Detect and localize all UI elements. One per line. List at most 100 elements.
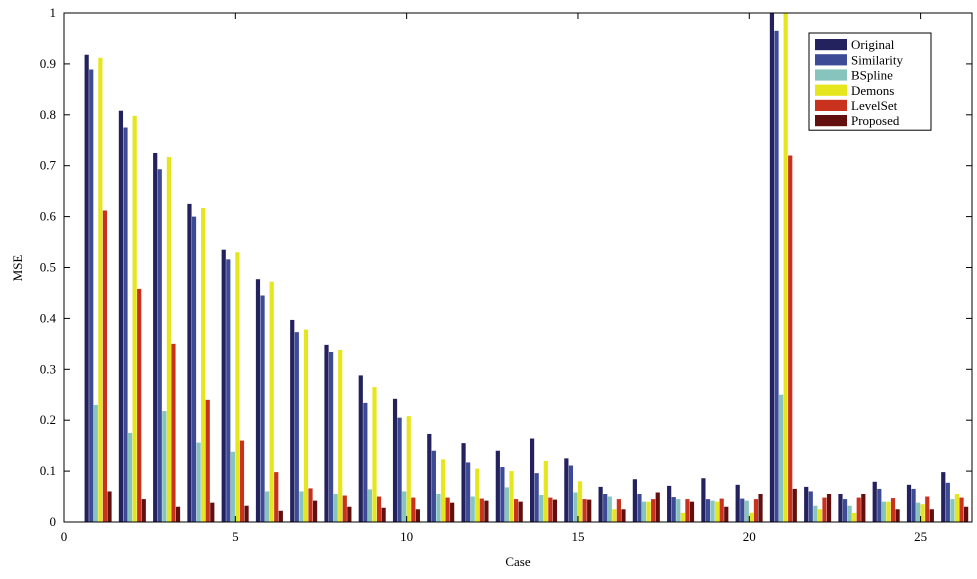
- bar-bspline-case-21: [778, 394, 784, 522]
- bar-original-case-22: [804, 486, 809, 522]
- bar-similarity-case-2: [123, 127, 128, 523]
- bar-proposed-case-17: [655, 492, 660, 522]
- bar-similarity-case-20: [740, 498, 745, 522]
- bar-demons-case-14: [543, 460, 548, 522]
- bar-proposed-case-25: [929, 509, 934, 522]
- bar-proposed-case-24: [895, 509, 900, 522]
- bar-similarity-case-16: [603, 494, 608, 522]
- bar-proposed-case-16: [621, 509, 626, 522]
- bar-proposed-case-8: [347, 506, 352, 522]
- bar-demons-case-9: [372, 387, 377, 522]
- bar-levelset-case-5: [239, 440, 245, 522]
- y-tick-label: 1: [50, 5, 57, 20]
- bar-bspline-case-20: [744, 500, 749, 522]
- bar-original-case-20: [735, 484, 740, 522]
- bar-original-case-7: [290, 319, 295, 522]
- bar-proposed-case-1: [107, 491, 112, 522]
- bar-bspline-case-24: [881, 501, 886, 522]
- bar-bspline-case-3: [162, 411, 167, 522]
- bar-bspline-case-1: [93, 404, 98, 522]
- bar-original-case-5: [221, 249, 226, 522]
- bar-original-case-12: [461, 443, 466, 522]
- bar-levelset-case-17: [651, 499, 656, 522]
- legend-swatch-demons: [815, 84, 847, 96]
- bar-original-case-21: [769, 13, 775, 522]
- bar-demons-case-5: [235, 252, 240, 523]
- bar-bspline-case-6: [265, 491, 270, 522]
- legend-swatch-original: [815, 39, 847, 51]
- bar-bspline-case-12: [470, 496, 475, 522]
- bar-bspline-case-25: [916, 502, 921, 522]
- bar-proposed-case-26: [964, 506, 969, 522]
- bar-proposed-case-15: [587, 499, 592, 522]
- bar-original-case-11: [427, 433, 432, 522]
- bar-proposed-case-5: [244, 505, 249, 522]
- bar-bspline-case-10: [402, 491, 407, 522]
- bar-original-case-15: [564, 458, 569, 523]
- bar-demons-case-13: [509, 471, 514, 522]
- bar-demons-case-1: [98, 57, 103, 522]
- bar-demons-case-24: [886, 501, 891, 522]
- bar-original-case-18: [667, 485, 672, 522]
- bar-similarity-case-4: [191, 216, 197, 522]
- bar-similarity-case-17: [637, 494, 642, 522]
- y-tick-label: 0: [50, 514, 57, 529]
- x-tick-label: 15: [571, 529, 584, 544]
- bar-demons-case-20: [749, 512, 754, 522]
- y-tick-label: 0.2: [40, 412, 56, 427]
- bar-similarity-case-13: [500, 467, 505, 522]
- legend-label-demons: Demons: [851, 83, 894, 98]
- legend-swatch-similarity: [815, 54, 847, 66]
- bar-proposed-case-14: [552, 499, 558, 522]
- bar-similarity-case-25: [911, 488, 916, 522]
- bar-similarity-case-7: [294, 332, 299, 522]
- bar-bspline-case-9: [367, 489, 373, 522]
- bar-similarity-case-24: [877, 488, 882, 522]
- legend-label-similarity: Similarity: [851, 52, 904, 67]
- bar-levelset-case-19: [719, 498, 724, 522]
- bar-proposed-case-20: [758, 494, 763, 522]
- bar-bspline-case-19: [710, 500, 715, 522]
- bar-proposed-case-6: [278, 510, 283, 522]
- bar-demons-case-23: [852, 512, 857, 522]
- bar-demons-case-8: [338, 349, 343, 522]
- bar-original-case-14: [529, 438, 535, 522]
- bar-original-case-8: [324, 344, 329, 522]
- bar-levelset-case-23: [856, 497, 861, 522]
- legend-label-proposed: Proposed: [851, 113, 900, 128]
- bar-demons-case-2: [132, 115, 137, 522]
- bar-bspline-case-17: [641, 501, 647, 522]
- bar-levelset-case-24: [890, 498, 896, 522]
- bar-demons-case-17: [646, 501, 651, 522]
- bar-levelset-case-16: [616, 499, 621, 522]
- bar-bspline-case-8: [333, 494, 338, 522]
- bar-similarity-case-23: [842, 499, 848, 522]
- bar-original-case-4: [187, 203, 192, 523]
- bar-demons-case-6: [269, 281, 274, 522]
- bar-demons-case-15: [577, 481, 583, 522]
- bar-similarity-case-26: [945, 482, 950, 522]
- bar-original-case-19: [701, 478, 706, 522]
- bar-bspline-case-13: [504, 487, 510, 522]
- bar-levelset-case-4: [205, 399, 210, 522]
- bar-levelset-case-1: [102, 210, 108, 523]
- bar-proposed-case-2: [141, 499, 146, 522]
- x-tick-label: 5: [232, 529, 239, 544]
- x-tick-label: 20: [743, 529, 756, 544]
- bar-similarity-case-15: [568, 465, 574, 522]
- bar-original-case-24: [872, 481, 877, 522]
- bar-levelset-case-8: [342, 495, 347, 522]
- bar-demons-case-7: [303, 329, 309, 522]
- bar-similarity-case-6: [260, 295, 265, 522]
- bar-levelset-case-26: [959, 497, 964, 522]
- y-tick-label: 0.9: [40, 56, 56, 71]
- bar-similarity-case-11: [431, 450, 436, 522]
- bar-proposed-case-13: [518, 501, 523, 522]
- bar-bspline-case-4: [196, 442, 201, 522]
- bar-bspline-case-11: [436, 494, 441, 522]
- bar-demons-case-19: [715, 501, 720, 522]
- x-axis-label: Case: [505, 554, 531, 569]
- legend-label-bspline: BSpline: [851, 68, 893, 83]
- bar-levelset-case-9: [376, 496, 382, 522]
